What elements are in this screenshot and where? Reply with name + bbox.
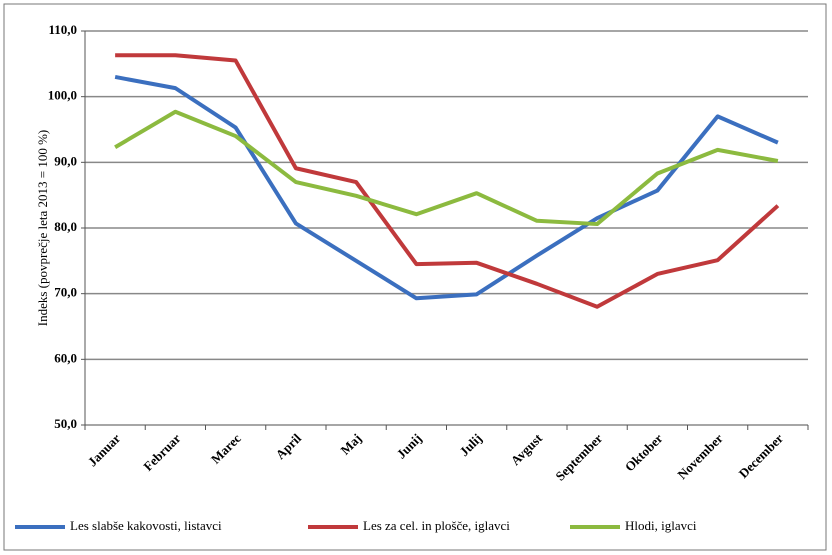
y-tick-label: 60,0 [54,350,77,365]
y-tick-label: 80,0 [54,219,77,234]
y-tick-label: 100,0 [48,88,77,103]
y-tick-label: 110,0 [48,22,77,37]
series-line [115,53,780,309]
series-line [114,75,779,301]
y-tick-label: 70,0 [54,285,77,300]
series-line [114,109,779,227]
legend-label: Les za cel. in plošče, iglavci [363,518,510,533]
legend-label: Les slabše kakovosti, listavci [70,518,222,533]
legend-label: Hlodi, iglavci [625,518,697,533]
y-tick-label: 50,0 [54,416,77,431]
y-axis-label: Indeks (povprečje leta 2013 = 100 %) [35,130,50,327]
chart-border [3,3,827,551]
y-tick-label: 90,0 [54,153,77,168]
